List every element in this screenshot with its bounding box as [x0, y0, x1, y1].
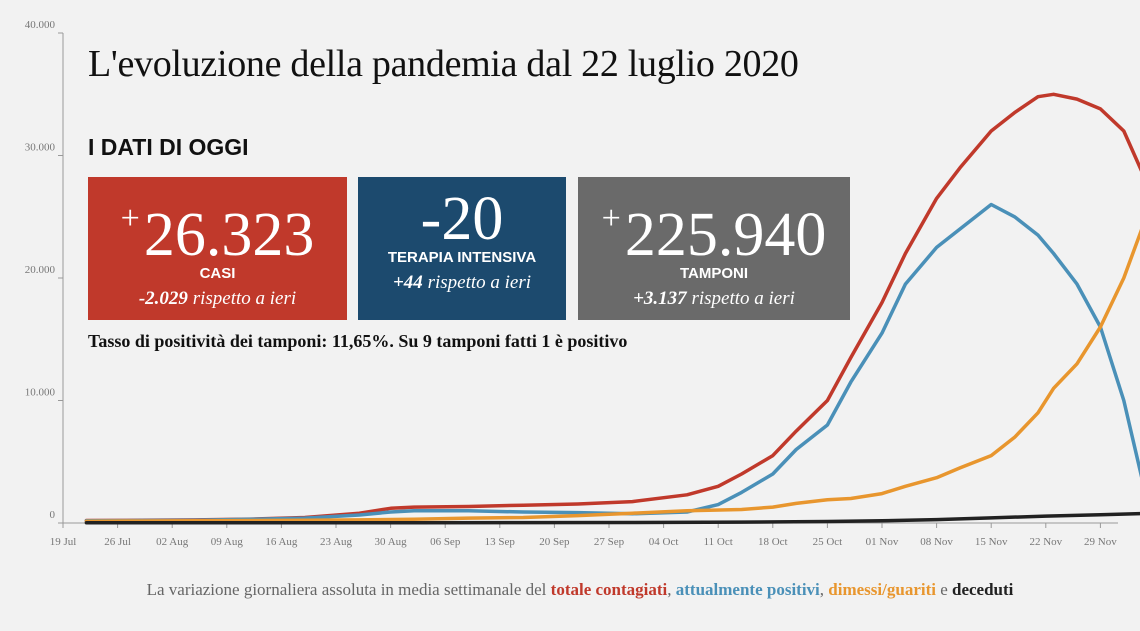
- x-tick-label: 02 Aug: [156, 536, 189, 548]
- series-line-dimessi: [84, 228, 1140, 523]
- x-tick-label: 23 Aug: [320, 536, 353, 548]
- positivity-rate-text: Tasso di positività dei tamponi: 11,65%.…: [88, 331, 628, 351]
- ti-value: -20: [420, 185, 504, 253]
- tamponi-value-line: +225.940: [578, 181, 850, 273]
- legend-totale-contagiati: totale contagiati: [550, 580, 668, 599]
- casi-sign: +: [120, 200, 140, 237]
- x-tick-label: 29 Nov: [1084, 536, 1117, 548]
- tamponi-sign: +: [601, 200, 621, 237]
- x-tick-label: 08 Nov: [920, 536, 953, 548]
- x-tick-label: 09 Aug: [211, 536, 244, 548]
- casi-value-line: +26.323: [88, 181, 347, 273]
- series-line-attualmente: [84, 202, 1140, 523]
- x-tick-label: 26 Jul: [104, 536, 131, 548]
- x-tick-label: 15 Nov: [975, 536, 1008, 548]
- x-tick-label: 01 Nov: [866, 536, 899, 548]
- legend-dimessi-guariti: dimessi/guariti: [828, 580, 936, 599]
- section-label: I DATI DI OGGI: [88, 134, 249, 160]
- tamponi-caption: TAMPONI: [679, 265, 749, 282]
- casi-caption: CASI: [199, 265, 236, 282]
- casi-delta: -2.029 rispetto a ieri: [88, 288, 347, 310]
- series-layer: [84, 92, 1140, 525]
- x-tick-label: 18 Oct: [758, 536, 788, 548]
- tamponi-delta-value: +3.137: [633, 288, 687, 309]
- ti-delta-value: +44: [392, 272, 423, 293]
- x-tick-label: 04 Oct: [649, 536, 679, 548]
- x-tick-label: 27 Sep: [594, 536, 625, 548]
- y-tick-label: 40.000: [25, 19, 56, 31]
- y-tick-label: 20.000: [25, 264, 56, 276]
- x-tick-label: 25 Oct: [813, 536, 843, 548]
- x-axis: 19 Jul 26 Jul 02 Aug 09 Aug 16 Aug 23 Aug 30 A…: [50, 522, 1118, 548]
- tamponi-delta: +3.137 rispetto a ieri: [578, 288, 850, 310]
- x-tick-label: 16 Aug: [265, 536, 298, 548]
- ti-delta: +44 rispetto a ieri: [358, 272, 566, 294]
- x-tick-label: 22 Nov: [1029, 536, 1062, 548]
- casi-value: 26.323: [143, 201, 315, 269]
- x-tick-label: 11 Oct: [704, 536, 733, 548]
- y-tick-label: 10.000: [25, 387, 56, 399]
- footer-sep3: e: [935, 580, 953, 599]
- ti-caption: TERAPIA INTENSIVA: [387, 249, 537, 266]
- legend-footer: La variazione giornaliera assoluta in me…: [0, 580, 1140, 600]
- chart-title: L'evoluzione della pandemia dal 22 lugli…: [88, 43, 799, 85]
- casi-box: +26.323 CASI -2.029 rispetto a ieri: [88, 177, 347, 320]
- casi-delta-text: rispetto a ieri: [187, 288, 297, 309]
- casi-delta-value: -2.029: [138, 288, 188, 309]
- ti-delta-text: rispetto a ieri: [422, 272, 532, 293]
- tamponi-delta-text: rispetto a ieri: [686, 288, 795, 309]
- footer-sep2: ,: [819, 580, 829, 599]
- x-tick-label: 19 Jul: [50, 536, 77, 548]
- footer-sep1: ,: [667, 580, 676, 599]
- terapia-intensiva-box: -20 TERAPIA INTENSIVA +44 rispetto a ier…: [358, 177, 566, 320]
- x-tick-label: 20 Sep: [539, 536, 570, 548]
- series-line-totale: [84, 92, 1140, 523]
- legend-deceduti: deceduti: [952, 580, 1014, 599]
- tamponi-box: +225.940 TAMPONI +3.137 rispetto a ieri: [578, 177, 850, 320]
- legend-attualmente-positivi: attualmente positivi: [675, 580, 820, 599]
- ti-value-line: -20: [358, 181, 566, 257]
- tamponi-value: 225.940: [624, 201, 827, 269]
- x-tick-label: 30 Aug: [375, 536, 408, 548]
- x-tick-label: 06 Sep: [430, 536, 461, 548]
- y-axis: 0 10.000 20.000 30.000 40.000: [25, 19, 64, 524]
- y-tick-label: 0: [50, 509, 56, 521]
- footer-prefix: La variazione giornaliera assoluta in me…: [146, 580, 551, 599]
- series-line-deceduti: [84, 511, 1140, 525]
- y-tick-label: 30.000: [25, 142, 56, 154]
- x-tick-label: 13 Sep: [485, 536, 516, 548]
